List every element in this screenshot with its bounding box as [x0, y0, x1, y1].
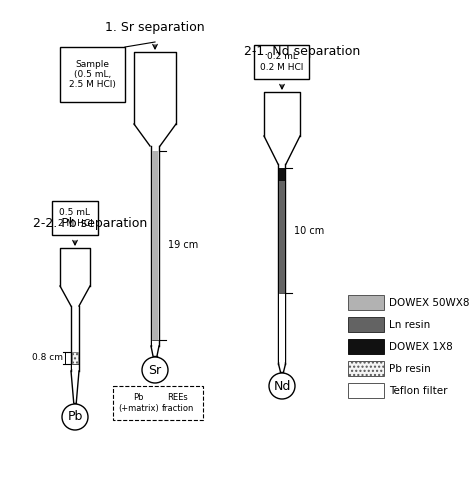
Text: Pb
(+matrix): Pb (+matrix) — [118, 393, 159, 413]
Bar — [348, 383, 384, 398]
Bar — [113, 386, 203, 420]
Bar — [348, 361, 384, 376]
Text: Sr: Sr — [148, 363, 162, 377]
Text: DOWEX 1X8: DOWEX 1X8 — [389, 342, 453, 351]
Bar — [279, 168, 285, 181]
Text: 0.8 cm: 0.8 cm — [32, 353, 63, 363]
Bar — [52, 201, 98, 235]
Bar — [255, 45, 310, 79]
Bar — [152, 151, 158, 340]
Circle shape — [142, 357, 168, 383]
Bar — [279, 181, 285, 293]
Text: 10 cm: 10 cm — [294, 226, 325, 236]
Text: DOWEX 50WX8: DOWEX 50WX8 — [389, 298, 470, 307]
Text: Pb resin: Pb resin — [389, 363, 431, 374]
Bar — [279, 293, 285, 362]
Text: Nd: Nd — [273, 379, 291, 393]
Bar — [348, 295, 384, 310]
Text: 0.5 mL
2 M HCl: 0.5 mL 2 M HCl — [58, 208, 92, 227]
Bar — [72, 352, 78, 364]
Text: Ln resin: Ln resin — [389, 319, 430, 330]
Circle shape — [62, 404, 88, 430]
Circle shape — [269, 373, 295, 399]
Text: 2-1. Nd separation: 2-1. Nd separation — [244, 45, 360, 59]
Text: 1. Sr separation: 1. Sr separation — [105, 21, 205, 34]
Text: Teflon filter: Teflon filter — [389, 385, 447, 395]
Bar — [72, 364, 78, 369]
Bar — [348, 339, 384, 354]
Bar — [348, 317, 384, 332]
Text: 0.2 mL
0.2 M HCl: 0.2 mL 0.2 M HCl — [260, 52, 304, 72]
Bar — [60, 47, 125, 102]
Text: 2-2. Pb separation: 2-2. Pb separation — [33, 216, 147, 229]
Text: Sample
(0.5 mL,
2.5 M HCl): Sample (0.5 mL, 2.5 M HCl) — [69, 60, 116, 90]
Bar — [152, 340, 158, 345]
Text: 19 cm: 19 cm — [168, 241, 198, 251]
Text: Pb: Pb — [67, 410, 82, 424]
Text: REEs
fraction: REEs fraction — [162, 393, 194, 413]
